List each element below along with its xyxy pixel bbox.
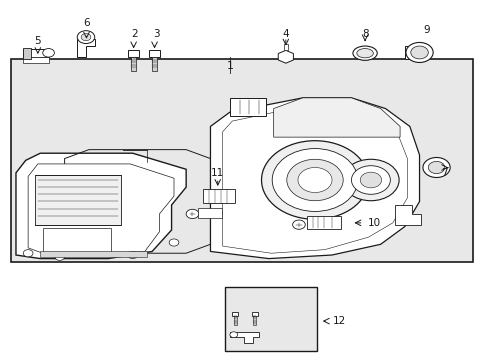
Bar <box>128 50 139 57</box>
Circle shape <box>42 49 54 57</box>
Polygon shape <box>16 153 186 258</box>
Circle shape <box>23 249 33 257</box>
Circle shape <box>292 220 305 229</box>
Circle shape <box>272 149 357 211</box>
Text: 12: 12 <box>332 316 345 326</box>
Circle shape <box>261 141 368 219</box>
Circle shape <box>297 167 331 193</box>
Polygon shape <box>273 98 399 137</box>
Bar <box>152 57 157 71</box>
Text: 3: 3 <box>152 28 159 39</box>
Polygon shape <box>28 164 174 253</box>
Bar <box>23 48 30 59</box>
Bar <box>284 44 287 50</box>
Text: 9: 9 <box>423 25 429 35</box>
Circle shape <box>55 253 64 260</box>
Polygon shape <box>278 50 293 63</box>
Circle shape <box>427 161 444 174</box>
Circle shape <box>81 33 91 41</box>
Bar <box>404 46 416 59</box>
Ellipse shape <box>356 49 372 58</box>
Circle shape <box>422 157 449 177</box>
Circle shape <box>351 166 389 194</box>
Bar <box>23 49 48 57</box>
Bar <box>42 228 111 253</box>
Circle shape <box>169 239 179 246</box>
Bar <box>232 312 238 316</box>
Bar <box>131 57 136 71</box>
Circle shape <box>127 251 137 258</box>
Bar <box>11 59 472 262</box>
Text: 1: 1 <box>226 61 233 71</box>
Text: 2: 2 <box>131 28 137 39</box>
Bar <box>203 189 234 203</box>
Bar <box>251 312 257 316</box>
Polygon shape <box>394 205 420 225</box>
Circle shape <box>286 159 343 201</box>
Circle shape <box>186 209 199 219</box>
Bar <box>198 208 221 218</box>
Text: 10: 10 <box>367 218 381 228</box>
Text: 4: 4 <box>282 28 288 39</box>
Ellipse shape <box>352 46 376 60</box>
Bar <box>35 175 120 225</box>
Circle shape <box>342 159 398 201</box>
Text: 6: 6 <box>83 18 90 28</box>
Bar <box>253 316 256 325</box>
Bar <box>23 58 48 63</box>
Bar <box>229 98 266 116</box>
Circle shape <box>360 172 381 188</box>
Bar <box>40 251 147 257</box>
Polygon shape <box>229 332 259 342</box>
Bar <box>306 216 340 229</box>
Bar <box>224 287 317 351</box>
Text: 11: 11 <box>211 168 224 178</box>
Text: 7: 7 <box>441 168 447 178</box>
Circle shape <box>77 31 95 44</box>
Bar <box>149 50 160 57</box>
Circle shape <box>229 332 237 338</box>
Polygon shape <box>210 98 419 258</box>
Circle shape <box>410 46 427 59</box>
Circle shape <box>405 42 432 63</box>
Text: 8: 8 <box>361 28 367 39</box>
Polygon shape <box>77 39 95 57</box>
Bar <box>233 316 236 325</box>
Text: 5: 5 <box>35 36 41 46</box>
